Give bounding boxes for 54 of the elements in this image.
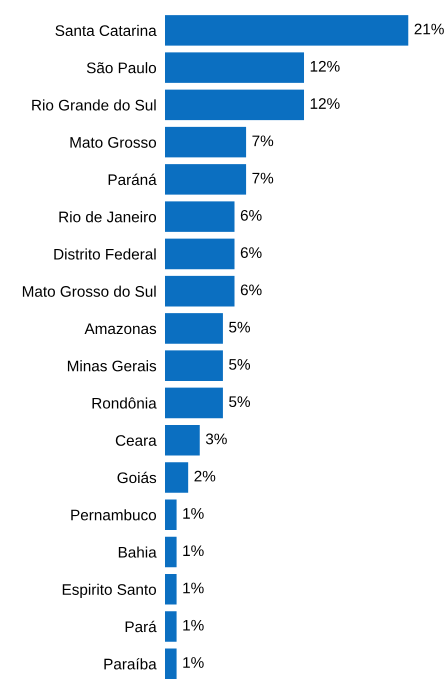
data-label: 1% [183,657,204,668]
y-tick-label: Paráná [108,174,157,186]
bar [165,276,235,306]
data-label: 12% [310,98,340,109]
y-tick-label: Paraíba [104,658,157,670]
data-label: 1% [183,582,204,594]
y-tick-label: Amazonas [84,323,156,334]
y-tick-label: Espirito Santo [62,584,156,598]
y-tick-label: Rondônia [92,397,157,409]
y-tick-label: Pará [126,620,157,632]
data-label: 21% [414,24,444,34]
data-label: 5% [229,396,250,408]
y-tick-label: Distrito Federal [54,248,156,260]
bar [165,611,177,642]
bar [165,388,223,418]
data-label: 5% [229,322,250,333]
data-label: 1% [183,508,204,519]
bar [165,126,246,158]
data-label: 1% [183,620,204,631]
bar [165,536,177,568]
y-tick-label: Goiás [118,472,156,484]
data-label: 1% [183,545,204,556]
y-tick-label: Minas Gerais [68,360,156,372]
bar [165,574,177,605]
y-tick-label: Ceara [116,435,157,446]
y-tick-label: Mato Grosso [70,137,156,148]
data-label: 2% [194,470,216,482]
y-tick-label: São Paulo [86,62,156,74]
bar [165,52,304,83]
bar [165,15,408,46]
y-tick-label: Mato Grosso do Sul [22,286,156,297]
data-label: 6% [240,210,262,221]
bar [165,90,304,120]
data-label: 7% [252,135,274,146]
data-label: 3% [206,434,227,444]
y-tick-label: Rio Grande do Sul [32,99,156,111]
y-tick-label: Santa Catarina [55,24,157,36]
y-tick-label: Rio de Janeiro [59,211,156,222]
bar [165,164,246,195]
bar [165,201,235,232]
data-label: 6% [240,247,262,258]
bar [165,648,177,680]
bar [165,238,235,270]
data-label: 5% [229,359,250,370]
bar [165,350,223,381]
y-tick-label: Pernambuco [71,509,156,520]
data-label: 7% [252,172,274,184]
data-label: 12% [310,60,340,72]
data-label: 6% [240,284,262,296]
bar [165,424,200,456]
bar [165,499,177,530]
bar [165,313,223,344]
bar [165,462,188,493]
y-tick-label: Bahia [118,546,157,558]
